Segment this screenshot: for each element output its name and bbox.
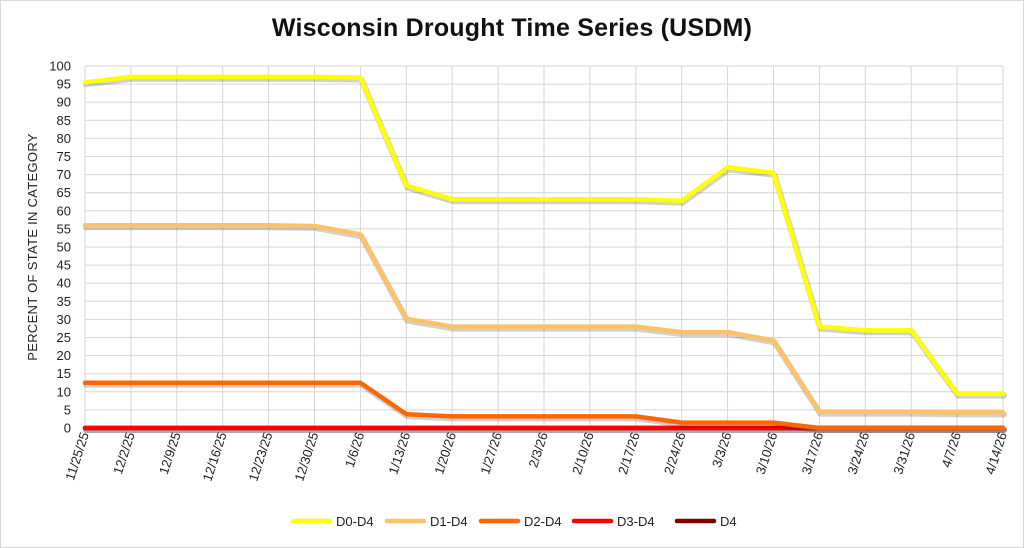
y-tick-label: 75 [57,149,71,164]
y-tick-label: 70 [57,167,71,182]
y-tick-label: 90 [57,95,71,110]
y-tick-label: 30 [57,312,71,327]
y-tick-label: 80 [57,131,71,146]
x-tick-label: 11/25/25 [62,430,92,482]
y-axis-label: PERCENT OF STATE IN CATEGORY [25,133,40,361]
y-axis-ticks: 0 5 10 15 20 25 30 35 40 45 50 55 60 65 70 75 80 85 90 95 10… [49,59,71,436]
x-axis-ticks: 11/25/25 12/2/25 12/9/25 12/16/25 12/23/25 12… [62,430,1010,483]
x-tick-label: 12/16/25 [200,430,230,483]
x-tick-label: 1/13/26 [385,430,413,476]
y-tick-label: 100 [49,59,71,74]
legend-label-d4: D4 [720,514,737,529]
chart-title: Wisconsin Drought Time Series (USDM) [271,14,753,42]
y-tick-label: 95 [57,77,71,92]
y-tick-label: 25 [57,330,71,345]
legend-label-d2-d4: D2-D4 [524,514,562,529]
x-tick-label: 12/23/25 [246,430,276,483]
y-tick-label: 15 [57,366,71,381]
x-tick-label: 4/7/26 [939,430,964,469]
x-tick-label: 4/14/26 [982,430,1010,476]
x-tick-label: 1/20/26 [431,430,459,476]
gridlines [84,65,1004,429]
y-tick-label: 10 [57,384,71,399]
series-line-d0-d4 [82,74,1006,396]
series-lines [82,74,1007,433]
x-tick-label: 2/24/26 [661,430,689,476]
y-tick-label: 45 [57,258,71,273]
series-shadow-d0-d4 [83,75,1007,399]
y-tick-label: 0 [64,421,71,436]
y-tick-label: 60 [57,203,71,218]
y-tick-label: 35 [57,294,71,309]
y-tick-label: 85 [57,113,71,128]
x-tick-label: 1/27/26 [477,430,505,476]
y-tick-label: 40 [57,276,71,291]
x-tick-label: 3/24/26 [844,430,872,476]
series-line-d2-d4 [82,380,1006,431]
x-tick-label: 2/10/26 [569,430,597,476]
series-line-d1-d4 [82,223,1006,415]
y-tick-label: 50 [57,240,71,255]
x-tick-label: 3/10/26 [753,430,781,476]
y-tick-label: 55 [57,221,71,236]
x-tick-label: 12/2/25 [110,430,138,476]
x-tick-label: 2/17/26 [615,430,643,476]
x-tick-label: 2/3/26 [525,430,550,469]
x-tick-label: 3/17/26 [799,430,827,476]
legend-label-d0-d4: D0-D4 [336,514,374,529]
y-tick-label: 65 [57,185,71,200]
x-tick-label: 1/6/26 [342,430,367,469]
y-tick-label: 5 [64,402,71,417]
legend: D0-D4 D1-D4 D2-D4 D3-D4 D4 [290,514,737,529]
legend-label-d1-d4: D1-D4 [430,514,468,529]
legend-label-d3-d4: D3-D4 [617,514,655,529]
x-tick-label: 12/30/25 [291,430,321,483]
x-tick-label: 3/3/26 [709,430,734,469]
y-tick-label: 20 [57,348,71,363]
x-tick-label: 12/9/25 [156,430,184,476]
x-tick-label: 3/31/26 [890,430,918,476]
